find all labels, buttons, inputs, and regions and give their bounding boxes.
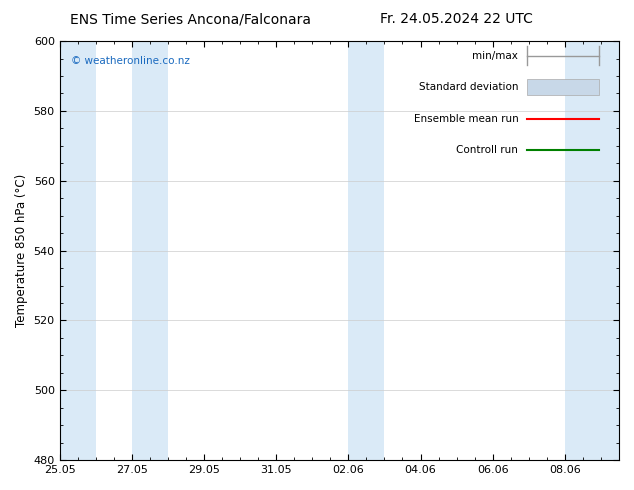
Text: © weatheronline.co.nz: © weatheronline.co.nz	[71, 56, 190, 66]
Bar	[60, 41, 96, 460]
Text: Fr. 24.05.2024 22 UTC: Fr. 24.05.2024 22 UTC	[380, 12, 533, 26]
Text: Standard deviation: Standard deviation	[419, 82, 519, 92]
Text: min/max: min/max	[472, 51, 519, 61]
Bar	[527, 79, 599, 95]
Text: Ensemble mean run: Ensemble mean run	[413, 114, 519, 123]
Text: ENS Time Series Ancona/Falconara: ENS Time Series Ancona/Falconara	[70, 12, 311, 26]
Bar	[132, 41, 168, 460]
Bar	[565, 41, 619, 460]
Y-axis label: Temperature 850 hPa (°C): Temperature 850 hPa (°C)	[15, 174, 28, 327]
Text: Controll run: Controll run	[456, 145, 519, 155]
Bar	[348, 41, 384, 460]
